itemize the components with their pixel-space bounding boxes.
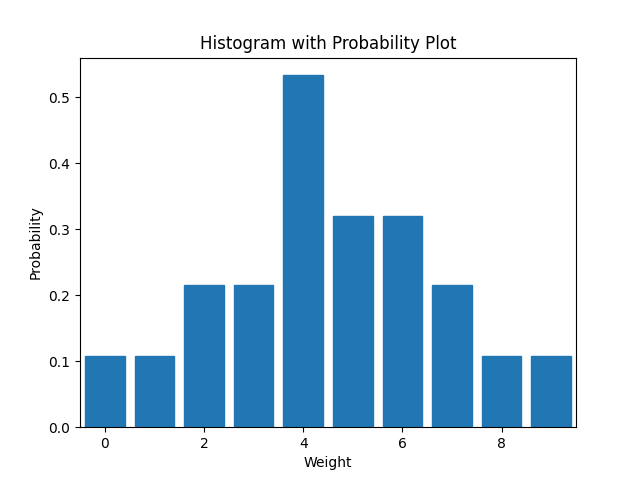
Bar <box>383 216 422 427</box>
Bar <box>432 286 472 427</box>
Bar <box>333 216 372 427</box>
X-axis label: Weight: Weight <box>304 456 352 470</box>
Y-axis label: Probability: Probability <box>29 205 43 279</box>
Bar <box>184 286 224 427</box>
Bar <box>134 356 174 427</box>
Title: Histogram with Probability Plot: Histogram with Probability Plot <box>200 35 456 53</box>
Bar <box>531 356 571 427</box>
Bar <box>85 356 125 427</box>
Bar <box>284 75 323 427</box>
Bar <box>482 356 522 427</box>
Bar <box>234 286 273 427</box>
